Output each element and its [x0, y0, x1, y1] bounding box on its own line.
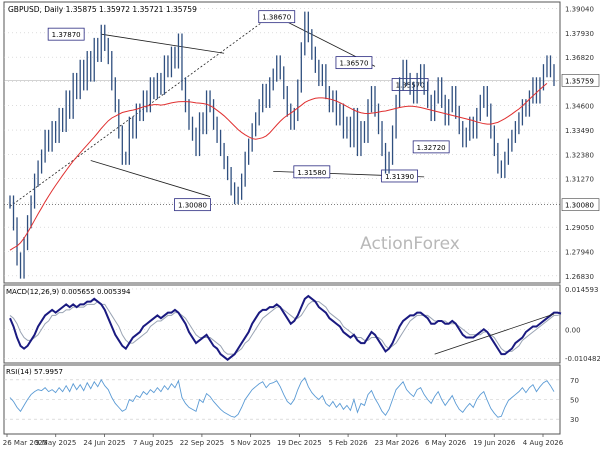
price-annotation: 1.30080 [178, 202, 207, 210]
x-tick-label: 23 Mar 2026 [375, 439, 420, 447]
x-tick-label: 4 Aug 2026 [523, 439, 564, 447]
x-tick-label: 5 Nov 2025 [230, 439, 270, 447]
rsi-pane-title: RSI(14) 57.9957 [6, 368, 63, 376]
price-annotation: 1.36570 [339, 60, 368, 68]
y-tick-label: 1.26830 [565, 273, 594, 281]
macd-tick-label: 0.014593 [565, 286, 598, 294]
main-pane-frame [3, 1, 561, 284]
channel-lower-trendline [90, 160, 211, 197]
moving-average-line [9, 83, 548, 251]
y-tick-label: 1.27940 [565, 248, 594, 256]
y-tick-label: 1.31270 [565, 176, 594, 184]
x-tick-label: 19 Jun 2026 [473, 439, 516, 447]
channel-upper-trendline [101, 33, 225, 54]
rsi-tick-label: 30 [570, 416, 579, 424]
x-tick-label: 26 Mar 2025 [3, 439, 47, 447]
rsi-tick-label: 50 [570, 397, 579, 405]
y-tick-label: 1.36820 [565, 54, 594, 62]
y-tick-label: 1.29050 [565, 224, 594, 232]
macd-tick-label: -0.010482 [565, 355, 600, 363]
price-annotation-box [335, 56, 373, 70]
macd-pane-title: MACD(12,26,9) 0.005655 0.005394 [6, 288, 131, 296]
main-pane-title: GBPUSD, Daily 1.35875 1.35972 1.35721 1.… [8, 5, 197, 14]
x-tick-label: 6 May 2026 [425, 439, 467, 447]
price-annotation: 1.37870 [52, 31, 81, 39]
macd-trendline [434, 313, 555, 355]
x-tick-label: 19 Dec 2025 [277, 439, 322, 447]
x-tick-label: 22 Sep 2025 [180, 439, 224, 447]
support-level-tag: 1.30080 [565, 202, 594, 210]
price-annotation: 1.31580 [297, 169, 326, 177]
price-annotation-box [47, 27, 85, 41]
price-annotation-box [258, 10, 296, 24]
price-annotation-box [174, 198, 211, 212]
y-tick-label: 1.32380 [565, 151, 594, 159]
y-tick-label: 1.34600 [565, 103, 594, 111]
y-tick-label: 1.33490 [565, 127, 594, 135]
support-level-tag-box [561, 198, 600, 211]
x-tick-label: 9 May 2025 [35, 439, 76, 447]
watermark: ActionForex [360, 234, 460, 254]
x-tick-label: 7 Aug 2025 [133, 439, 173, 447]
price-annotation-box [412, 140, 450, 154]
x-tick-label: 5 Feb 2026 [329, 439, 369, 447]
rsi-line [9, 376, 555, 418]
price-annotation-box [293, 165, 331, 179]
price-annotation-box [381, 169, 418, 183]
macd-pane-frame [3, 284, 561, 364]
current-price-tag: 1.35759 [565, 77, 594, 85]
y-tick-label: 1.37930 [565, 30, 594, 38]
rsi-tick-label: 70 [570, 377, 579, 385]
price-annotation: 1.38670 [262, 14, 291, 22]
price-annotation: 1.31390 [385, 173, 414, 181]
macd-line [9, 294, 562, 361]
macd-tick-label: 0.00 [565, 326, 581, 334]
y-tick-label: 1.39040 [565, 6, 594, 14]
price-annotation: 1.32720 [417, 144, 446, 152]
current-price-tag-box [561, 74, 600, 87]
x-tick-label: 24 Jun 2025 [83, 439, 125, 447]
